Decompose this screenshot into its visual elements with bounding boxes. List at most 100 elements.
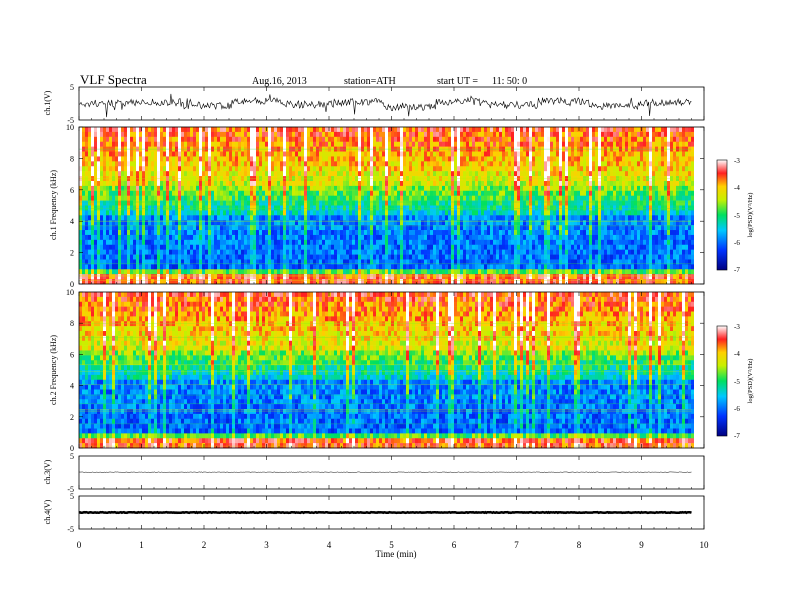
spectrogram-cell <box>415 136 418 143</box>
spectrogram-cell <box>523 220 526 226</box>
spectrogram-cell <box>448 151 451 157</box>
spectrogram-cell <box>169 190 172 196</box>
spectrogram-cell <box>124 249 127 255</box>
spectrogram-cell <box>340 136 343 143</box>
spectrogram-cell <box>307 225 310 231</box>
spectrogram-cell <box>121 190 124 196</box>
spectrogram-cell <box>508 239 511 246</box>
spectrogram-cell <box>157 230 160 236</box>
spectrogram-cell <box>412 220 415 226</box>
spectrogram-cell <box>358 269 361 275</box>
spectrogram-cell <box>133 195 136 201</box>
spectrogram-cell <box>271 166 274 172</box>
spectrogram-cell <box>460 151 463 157</box>
spectrogram-cell <box>181 220 184 226</box>
spectrogram-cell <box>469 200 472 206</box>
spectrogram-cell <box>184 151 187 157</box>
spectrogram-cell <box>127 156 130 162</box>
spectrogram-cell <box>448 127 451 133</box>
spectrogram-cell <box>280 190 283 196</box>
spectrogram-cell <box>256 156 259 162</box>
spectrogram-cell <box>469 151 472 157</box>
spectrogram-cell <box>358 210 361 216</box>
spectrogram-cell <box>334 180 337 187</box>
spectrogram-cell <box>358 259 361 265</box>
spectrogram-cell <box>442 210 445 216</box>
spectrogram-cell <box>490 210 493 216</box>
spectrogram-cell <box>184 264 187 270</box>
spectrogram-cell <box>235 234 238 241</box>
spectrogram-cell <box>283 136 286 143</box>
spectrogram-cell <box>436 244 439 250</box>
spectrogram-cell <box>382 136 385 143</box>
spectrogram-cell <box>406 225 409 231</box>
spectrogram-cell <box>484 249 487 255</box>
spectrogram-cell <box>247 166 250 172</box>
spectrogram-cell <box>274 220 277 226</box>
spectrogram-cell <box>238 195 241 201</box>
spectrogram-cell <box>496 279 499 285</box>
spectrogram-cell <box>484 210 487 216</box>
spectrogram-cell <box>136 249 139 255</box>
spectrogram-cell <box>421 269 424 275</box>
spectrogram-cell <box>349 244 352 250</box>
spectrogram-cell <box>469 215 472 221</box>
spectrogram-cell <box>415 225 418 231</box>
spectrogram-cell <box>127 151 130 157</box>
spectrogram-cell <box>505 230 508 236</box>
spectrogram-cell <box>217 210 220 216</box>
spectrogram-cell <box>361 259 364 265</box>
spectrogram-cell <box>499 171 502 177</box>
spectrogram-cell <box>484 269 487 275</box>
spectrogram-cell <box>334 190 337 196</box>
spectrogram-cell <box>238 210 241 216</box>
spectrogram-cell <box>451 259 454 265</box>
spectrogram-cell <box>181 279 184 285</box>
spectrogram-cell <box>250 259 253 265</box>
spectrogram-cell <box>133 190 136 196</box>
spectrogram-cell <box>100 239 103 246</box>
spectrogram-cell <box>115 225 118 231</box>
spectrogram-cell <box>160 127 163 133</box>
spectrogram-cell <box>262 200 265 206</box>
spectrogram-cell <box>154 269 157 275</box>
spectrogram-cell <box>538 279 541 285</box>
spectrogram-cell <box>250 244 253 250</box>
spectrogram-cell <box>211 171 214 177</box>
spectrogram-cell <box>124 195 127 201</box>
spectrogram-cell <box>160 195 163 201</box>
spectrogram-cell <box>361 230 364 236</box>
spectrogram-cell <box>226 220 229 226</box>
spectrogram-cell <box>277 141 280 147</box>
spectrogram-cell <box>199 215 202 221</box>
spectrogram-cell <box>244 264 247 270</box>
spectrogram-cell <box>133 269 136 275</box>
spectrogram-cell <box>250 239 253 246</box>
spectrogram-cell <box>268 279 271 285</box>
spectrogram-cell <box>382 151 385 157</box>
spectrogram-cell <box>349 156 352 162</box>
spectrogram-cell <box>145 136 148 143</box>
spectrogram-cell <box>190 161 193 167</box>
spectrogram-cell <box>484 156 487 162</box>
spectrogram-cell <box>325 136 328 143</box>
spectrogram-cell <box>436 136 439 143</box>
spectrogram-cell <box>217 166 220 172</box>
spectrogram-cell <box>145 166 148 172</box>
spectrogram-cell <box>514 195 517 201</box>
spectrogram-cell <box>307 230 310 236</box>
spectrogram-cell <box>523 141 526 147</box>
spectrogram-cell <box>103 269 106 275</box>
spectrogram-cell <box>487 249 490 255</box>
spectrogram-cell <box>262 244 265 250</box>
spectrogram-cell <box>328 274 331 280</box>
spectrogram-cell <box>133 279 136 285</box>
spectrogram-cell <box>268 151 271 157</box>
spectrogram-cell <box>148 180 151 187</box>
spectrogram-cell <box>502 210 505 216</box>
spectrogram-cell <box>289 225 292 231</box>
spectrogram-cell <box>277 225 280 231</box>
spectrogram-cell <box>364 210 367 216</box>
spectrogram-cell <box>130 274 133 280</box>
spectrogram-cell <box>511 220 514 226</box>
